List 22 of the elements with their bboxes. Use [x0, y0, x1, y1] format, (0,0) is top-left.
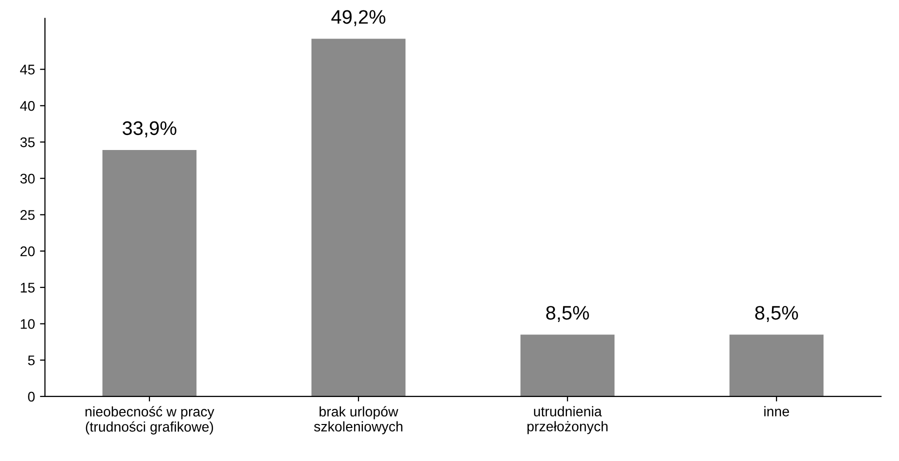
y-tick-label: 35 — [20, 137, 35, 148]
y-tick-label: 15 — [20, 282, 35, 293]
x-tick-label: nieobecność w pracy (trudności grafikowe) — [86, 406, 214, 434]
data-label: 49,2% — [331, 10, 386, 26]
x-tick-label: inne — [764, 406, 790, 416]
bar — [729, 334, 824, 396]
bar — [311, 38, 406, 396]
y-tick-label: 10 — [20, 319, 35, 329]
bar — [520, 334, 615, 396]
y-tick-label: 25 — [20, 210, 35, 220]
x-tick-label: utrudnienia przełożonych — [527, 406, 608, 434]
x-tick-label: brak urlopów szkoleniowych — [314, 406, 402, 434]
bar — [102, 150, 196, 396]
data-label: 33,9% — [122, 121, 176, 138]
data-label: 8,5% — [755, 306, 798, 322]
data-label: 8,5% — [546, 306, 589, 322]
y-tick-label: 30 — [20, 174, 35, 184]
y-tick-label: 40 — [20, 101, 35, 111]
y-tick-label: 45 — [20, 64, 35, 74]
y-tick-label: 20 — [20, 246, 35, 256]
y-tick-label: 0 — [28, 392, 35, 402]
y-tick-label: 5 — [28, 356, 35, 366]
